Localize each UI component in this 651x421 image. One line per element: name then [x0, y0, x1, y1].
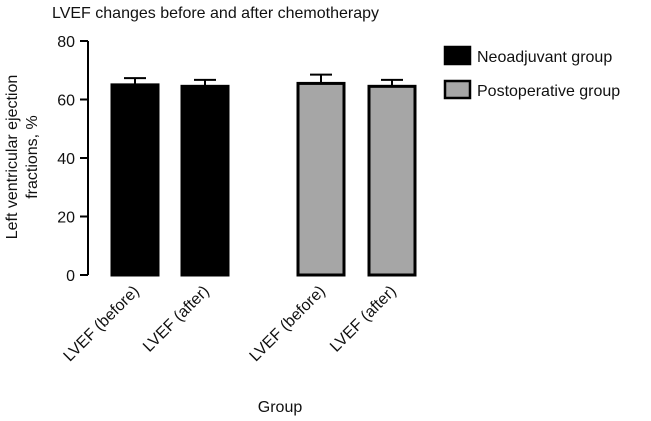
x-tick-label: LVEF (before) [61, 283, 143, 365]
x-tick-label: LVEF (after) [140, 283, 213, 356]
y-tick-label: 80 [57, 34, 75, 51]
legend-swatch [443, 45, 472, 66]
bar [367, 84, 417, 277]
x-tick-label-group: LVEF (after) [327, 283, 400, 356]
y-axis-label: Left ventricular ejection fractions, % [4, 75, 41, 240]
y-axis-label-line-1: Left ventricular ejection [4, 75, 21, 240]
x-tick-label-group: LVEF (after) [140, 283, 213, 356]
y-axis-label-line-2: fractions, % [24, 115, 41, 199]
y-tick-label: 60 [57, 93, 75, 110]
legend-label: Neoadjuvant group [477, 49, 612, 66]
y-tick-label: 40 [57, 151, 75, 168]
x-tick-labels: LVEF (before)LVEF (after) LVEF (before)LV… [61, 283, 400, 365]
y-tick-label: 20 [57, 210, 75, 227]
bar [180, 84, 230, 277]
y-ticks: 0 20 40 60 80 [57, 34, 88, 285]
bar [296, 81, 346, 277]
legend-label: Postoperative group [477, 83, 620, 100]
x-tick-label-group: LVEF (before) [247, 283, 329, 365]
x-tick-label-group: LVEF (before) [61, 283, 143, 365]
bars [110, 73, 417, 277]
y-tick-label: 0 [66, 268, 75, 285]
bar [110, 83, 160, 277]
legend-swatch [443, 79, 472, 100]
x-tick-label: LVEF (before) [247, 283, 329, 365]
x-axis-label: Group [258, 399, 303, 416]
legend: Neoadjuvant group Postoperative group [443, 45, 620, 100]
x-tick-label: LVEF (after) [327, 283, 400, 356]
chart-title: LVEF changes before and after chemothera… [52, 5, 379, 22]
